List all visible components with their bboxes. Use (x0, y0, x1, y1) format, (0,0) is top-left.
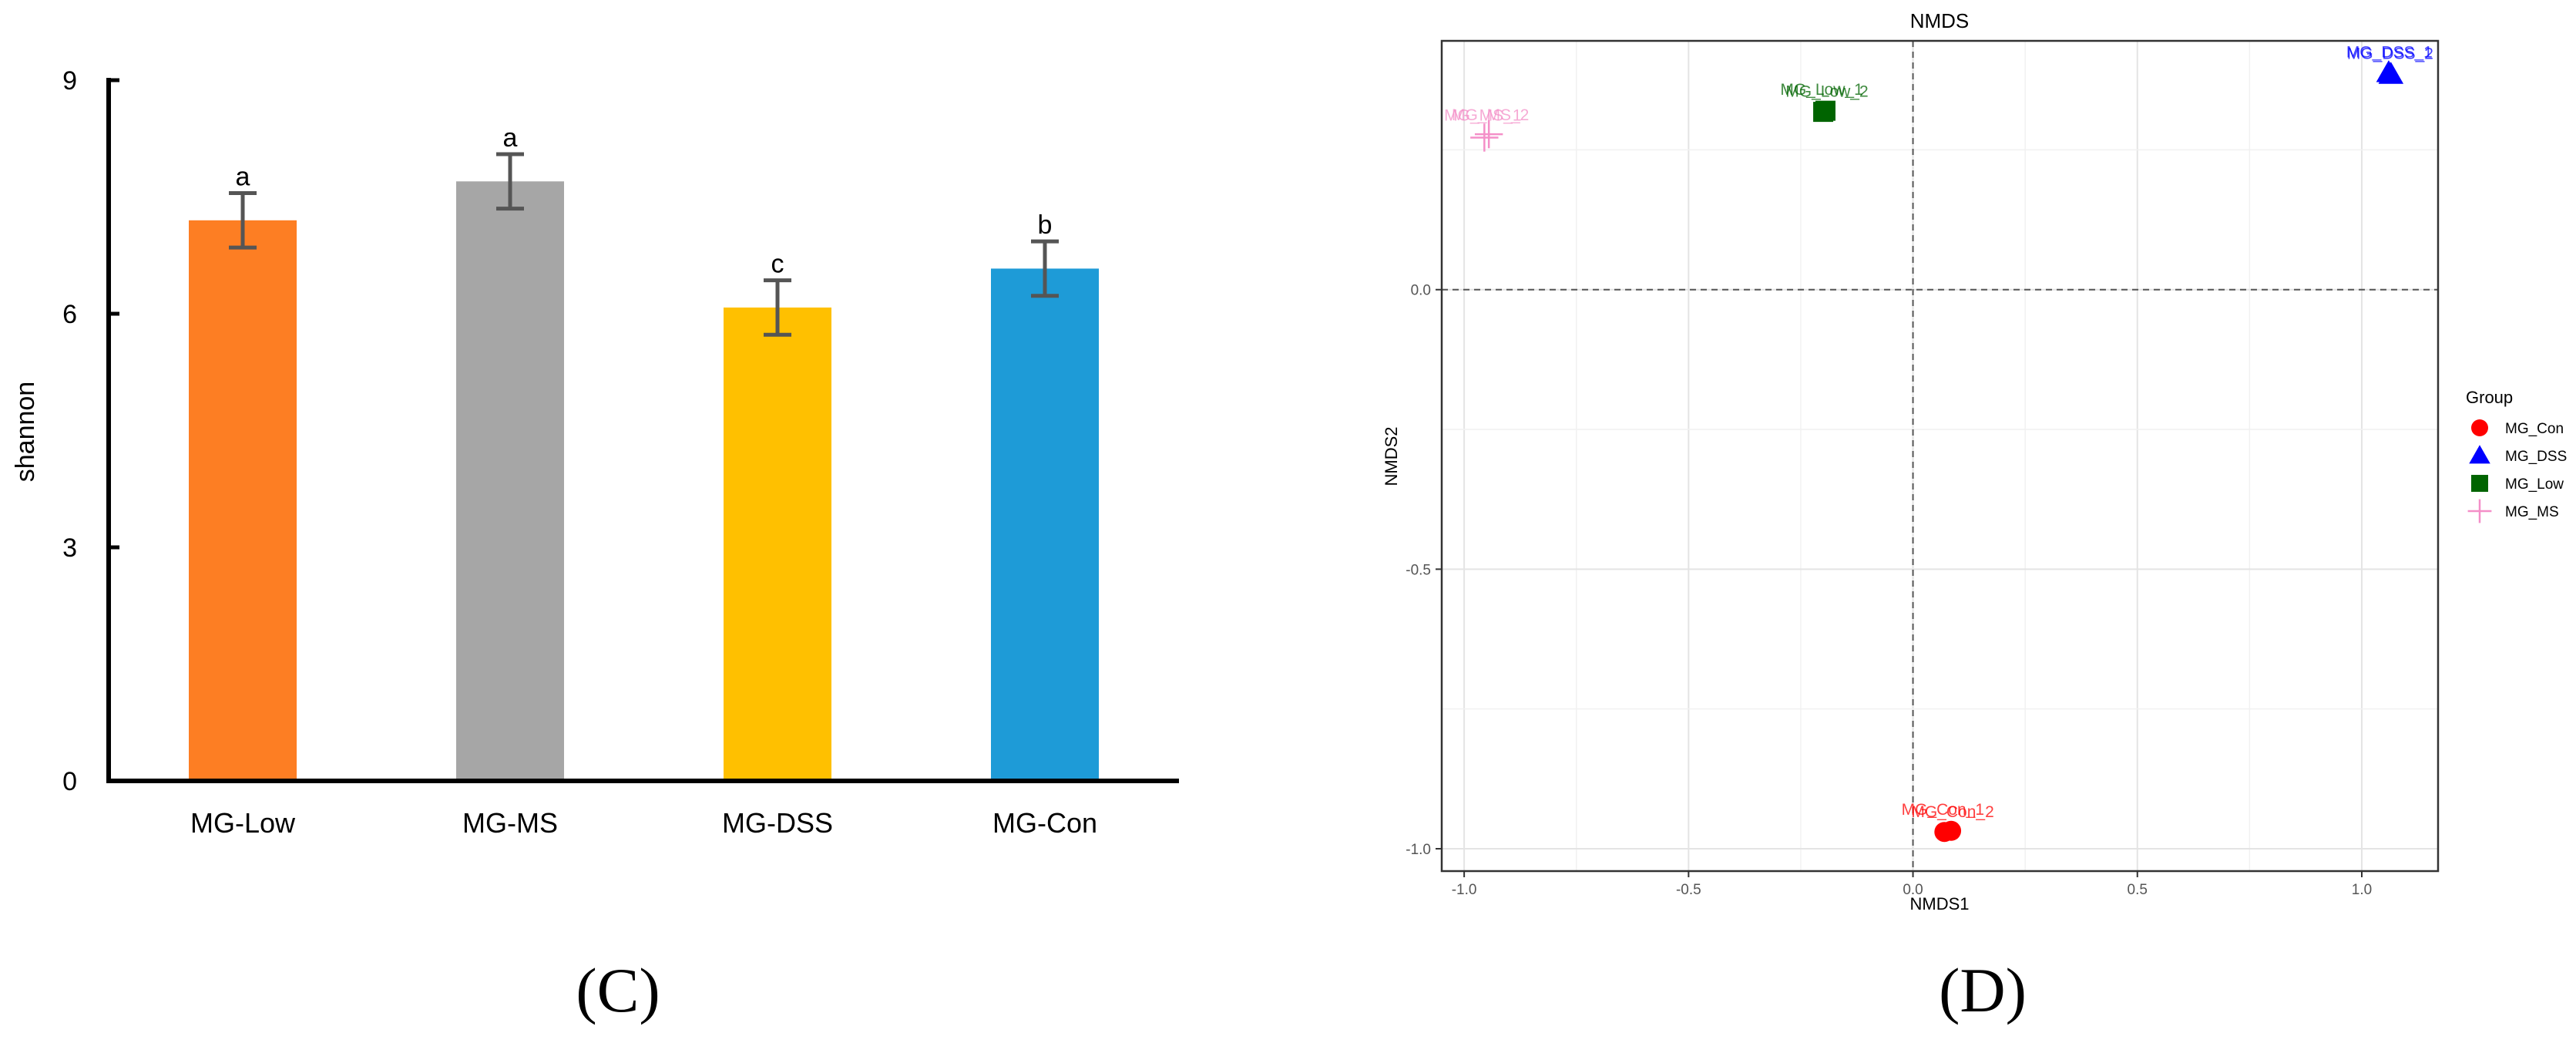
c-bars (189, 181, 1099, 782)
d-y-ticks: -1.0 -0.5 0.0 (1406, 283, 1442, 858)
d-point-label: MG_MS_1 (1444, 106, 1521, 124)
d-x-tick-label: -0.5 (1676, 882, 1701, 898)
d-point-mg-ms (1474, 119, 1503, 149)
d-x-tick-label: -1.0 (1452, 882, 1477, 898)
d-legend-key-mg-low (2471, 475, 2488, 492)
c-category-label: MG-Con (992, 807, 1097, 839)
c-category-labels: MG-Low MG-MS MG-DSS MG-Con (190, 807, 1097, 839)
c-significance-letter: b (1038, 210, 1053, 240)
d-legend-title: Group (2466, 388, 2513, 407)
d-legend-label: MG_Con (2505, 421, 2564, 437)
d-legend-key-mg-dss (2469, 445, 2490, 464)
d-legend-label: MG_Low (2505, 476, 2564, 493)
d-legend-key-mg-con (2471, 419, 2488, 436)
d-x-ticks: -1.0 -0.5 0.0 0.5 1.0 (1452, 871, 2372, 898)
c-significance-letter: a (503, 123, 518, 153)
panel-label-c: (C) (576, 955, 660, 1025)
d-points (1470, 60, 2404, 843)
c-category-label: MG-MS (462, 807, 558, 839)
nmds-scatter-chart: MG_Con_1MG_Con_2 MG_DSS_1MG_DSS_2 MG_Low_1… (1382, 9, 2567, 1025)
d-point-label: MG_DSS_2 (2347, 45, 2433, 62)
c-category-label: MG-Low (190, 807, 296, 839)
c-y-tick-label: 0 (62, 767, 77, 796)
c-significance-letters: a a c b (236, 123, 1053, 279)
d-x-tick-label: 1.0 (2352, 882, 2372, 898)
d-chart-title: NMDS (1910, 9, 1970, 32)
c-error-bars (229, 152, 1059, 337)
d-point-label: MG_Low_1 (1780, 81, 1862, 99)
c-y-tick-label: 3 (62, 533, 77, 563)
d-legend-label: MG_DSS (2505, 449, 2567, 465)
d-y-tick-label: 0.0 (1411, 283, 1431, 299)
shannon-bar-chart: 0 3 6 9 a a c b MG-Low MG-MS MG-DSS MG-Con shanno… (11, 66, 1179, 1025)
c-bar (189, 220, 297, 781)
d-legend-key-mg-ms (2467, 499, 2492, 523)
d-point-label: MG_Con_2 (1911, 803, 1993, 821)
d-x-tick-label: 0.0 (1903, 882, 1923, 898)
d-point-mg-low (1815, 100, 1835, 121)
d-y-tick-label: -0.5 (1406, 562, 1431, 578)
d-x-axis-label: NMDS1 (1909, 894, 1969, 913)
d-y-axis-label: NMDS2 (1382, 426, 1401, 486)
c-y-axis-label: shannon (11, 382, 40, 482)
d-point-mg-dss (2376, 60, 2402, 82)
c-y-tick-label: 9 (62, 66, 77, 96)
d-legend-label: MG_MS (2505, 504, 2559, 520)
c-y-ticks: 0 3 6 9 (62, 66, 119, 796)
c-category-label: MG-DSS (722, 807, 833, 839)
d-point-labels: MG_Con_1MG_Con_2 MG_DSS_1MG_DSS_2 MG_Low_1… (1444, 44, 2433, 821)
d-y-tick-label: -1.0 (1406, 842, 1431, 858)
d-plot-background (1442, 41, 2438, 871)
c-bar (456, 181, 564, 782)
d-point-label: MG_Con_1 (1902, 801, 1984, 819)
d-point-label: MG_MS_2 (1452, 106, 1529, 124)
d-legend: Group MG_Con MG_DSS MG_Low MG_MS (2466, 388, 2567, 523)
c-y-tick-label: 6 (62, 300, 77, 329)
d-point-mg-con (1941, 820, 1962, 841)
c-significance-letter: c (771, 250, 784, 279)
c-bar (991, 268, 1099, 781)
c-significance-letter: a (236, 162, 250, 191)
d-x-tick-label: 0.5 (2128, 882, 2148, 898)
d-plot-border (1440, 39, 2440, 873)
c-bar (724, 307, 831, 781)
d-reference-lines (1442, 41, 2438, 871)
d-point-mg-ms (1470, 123, 1499, 152)
d-legend-items: MG_Con MG_DSS MG_Low MG_MS (2467, 419, 2567, 523)
panel-label-d: (D) (1939, 955, 2027, 1025)
d-point-label: MG_DSS_1 (2346, 44, 2433, 62)
d-point-label: MG_Low_2 (1785, 83, 1868, 101)
